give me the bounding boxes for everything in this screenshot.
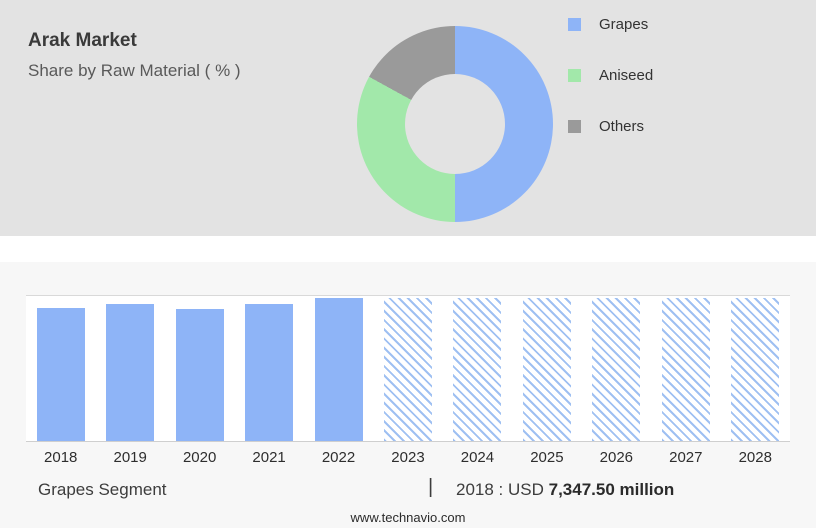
bar-historical-2020 [175,309,224,441]
footer-separator: | [428,476,434,498]
x-tick-2022: 2022 [321,448,356,466]
x-tick-2026: 2026 [599,448,634,466]
bar-forecast-2027 [661,298,710,441]
x-tick-2023: 2023 [391,448,425,466]
bar-forecast-2023 [383,298,432,441]
x-tick-2019: 2019 [113,448,147,466]
website-url: www.technavio.com [350,510,466,525]
bar-forecast-2024 [453,298,502,441]
x-tick-2025: 2025 [530,448,564,466]
legend-swatch-icon [568,119,581,133]
segment-label: Grapes Segment [38,480,167,499]
stat-prefix: 2018 : USD [456,480,549,499]
page-title: Arak Market [28,30,137,51]
bar-historical-2018 [36,308,85,441]
x-tick-2018: 2018 [44,448,78,466]
legend-item-grapes: Grapes [568,15,653,33]
x-axis-tick-labels: 2018 2019 2020 2021 2022 2023 2024 2025 2026 2027… [26,446,790,468]
legend-label: Grapes [599,15,649,33]
bar-historical-2022 [314,298,363,441]
bar-chart-plot-area [26,295,790,442]
share-panel: Arak Market Share by Raw Material ( % ) … [0,0,816,236]
bar-forecast-2028 [731,298,780,441]
bar-historical-2019 [106,304,155,441]
x-tick-2021: 2021 [252,448,286,466]
stat-value: 7,347.50 million [548,480,675,499]
bar-forecast-2026 [592,298,641,441]
donut-legend: Grapes Aniseed Others [568,16,653,169]
bar-historical-2021 [245,304,294,441]
x-tick-2028: 2028 [738,448,772,466]
x-tick-2024: 2024 [460,448,495,466]
donut-hole [405,74,505,174]
legend-swatch-icon [568,17,581,31]
legend-item-aniseed: Aniseed [568,66,654,84]
market-size-stat: 2018 : USD 7,347.50 million [456,480,674,500]
x-tick-2027: 2027 [669,448,703,466]
legend-item-others: Others [568,117,653,135]
legend-label: Others [599,117,645,135]
bar-forecast-2025 [522,298,571,441]
page-subtitle: Share by Raw Material ( % ) [28,61,241,80]
x-tick-2020: 2020 [182,448,217,466]
legend-swatch-icon [568,68,581,82]
bar-chart-panel: 2018 2019 2020 2021 2022 2023 2024 2025 2026 2027… [0,262,816,528]
legend-label: Aniseed [599,66,654,84]
